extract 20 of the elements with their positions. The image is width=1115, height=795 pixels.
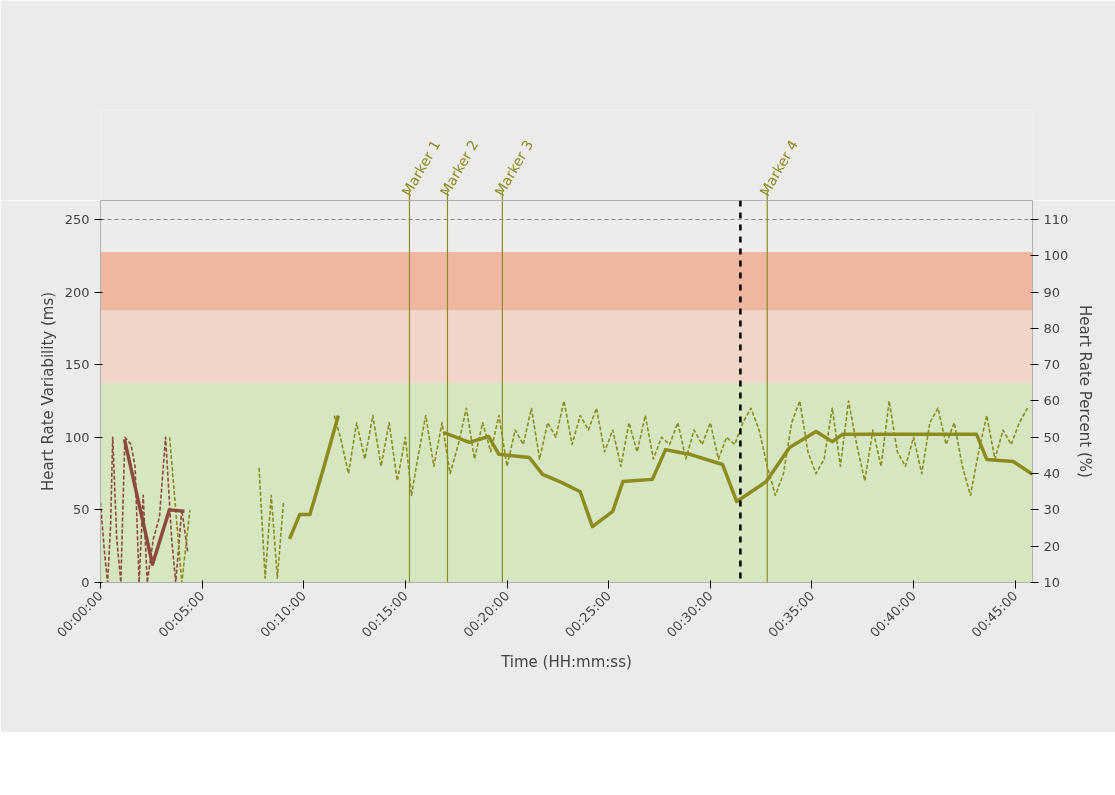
y-tick-label: 100	[64, 429, 90, 445]
y-tick-label: 50	[72, 502, 90, 518]
y-tick-label: 250	[64, 211, 90, 227]
y2-tick-label: 30	[1043, 502, 1061, 518]
y-tick-label: 0	[81, 575, 90, 590]
y-tick-label: 200	[64, 284, 90, 300]
x-axis-title: Time (HH:mm:ss)	[500, 653, 632, 672]
y2-tick-label: 60	[1043, 393, 1061, 409]
y2-axis-title: Heart Rate Percent (%)	[1076, 305, 1095, 478]
y-axis-title: Heart Rate Variability (ms)	[38, 291, 57, 492]
y2-tick-label: 100	[1043, 248, 1069, 264]
y2-tick-label: 110	[1043, 211, 1069, 227]
y2-tick-label: 50	[1043, 429, 1061, 445]
y-tick-label: 150	[64, 357, 90, 373]
y2-tick-label: 70	[1043, 357, 1061, 373]
y2-tick-label: 20	[1043, 538, 1061, 554]
y2-tick-label: 80	[1043, 320, 1061, 336]
y2-tick-label: 40	[1043, 466, 1061, 482]
y2-tick-label: 10	[1043, 575, 1061, 590]
y2-tick-label: 90	[1043, 284, 1061, 300]
